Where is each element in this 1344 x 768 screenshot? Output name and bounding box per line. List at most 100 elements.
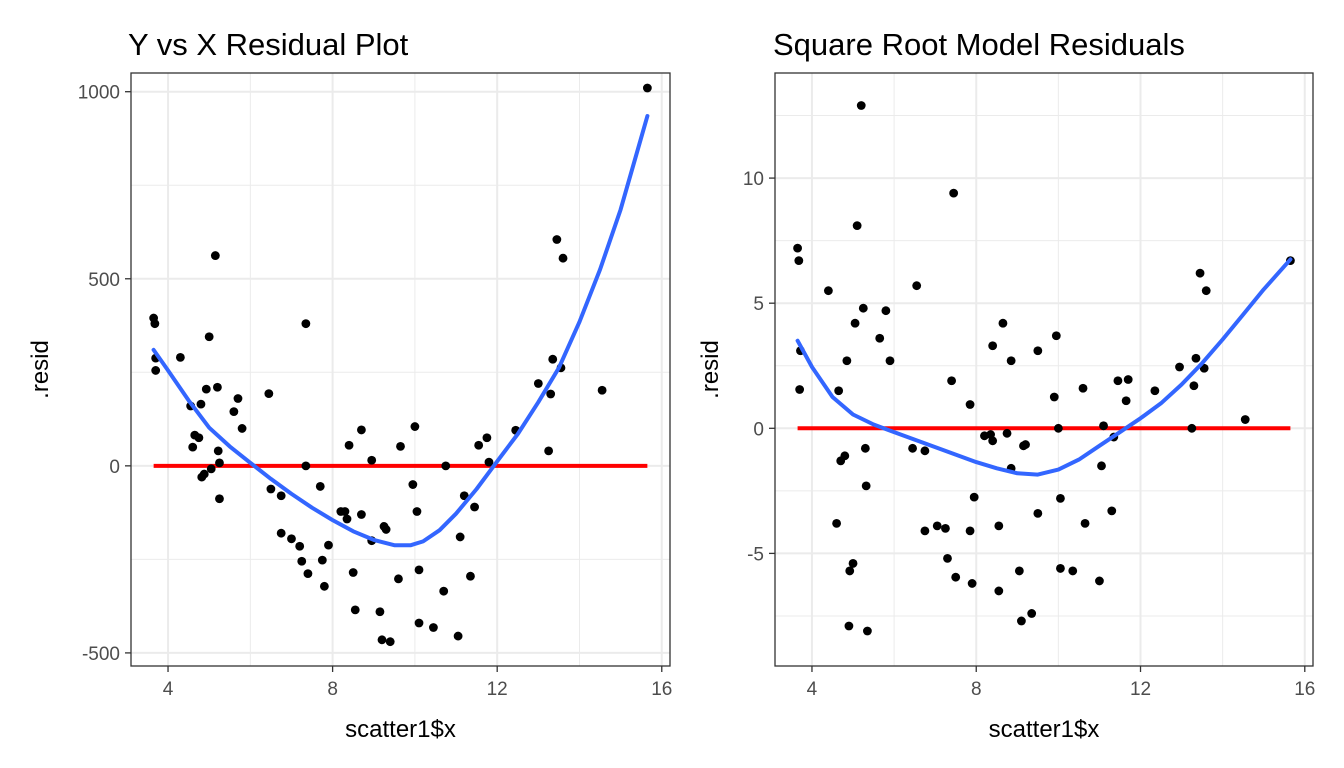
data-point (885, 356, 895, 366)
data-point (410, 422, 420, 431)
x-axis-title: scatter1$x (989, 716, 1100, 743)
x-tick-label: 8 (327, 679, 338, 700)
data-point (881, 306, 891, 316)
data-point (414, 565, 424, 575)
data-point (1175, 362, 1184, 372)
data-point (1021, 440, 1030, 449)
data-point (210, 251, 220, 260)
data-point (969, 492, 979, 502)
data-point (544, 446, 554, 456)
data-point (367, 455, 377, 465)
data-point (215, 458, 224, 468)
data-point (552, 235, 562, 244)
data-point (988, 341, 998, 351)
data-point (994, 586, 1004, 596)
x-tick-label: 16 (1294, 679, 1315, 700)
data-point (194, 433, 204, 443)
data-point (834, 386, 844, 396)
data-point (408, 480, 418, 489)
data-point (319, 581, 329, 591)
x-tick-label: 12 (487, 679, 508, 700)
data-point (264, 389, 274, 399)
data-point (546, 389, 556, 399)
data-point (920, 526, 930, 536)
panel-border (130, 72, 671, 667)
data-point (1201, 286, 1211, 296)
data-point (213, 382, 222, 392)
data-point (1056, 493, 1065, 503)
data-point (375, 607, 385, 617)
data-point (196, 399, 206, 409)
data-point (459, 491, 469, 501)
data-point (287, 534, 296, 544)
data-point (297, 556, 307, 566)
data-point (1123, 375, 1133, 384)
data-point (470, 502, 479, 512)
data-point (455, 532, 465, 542)
data-point (204, 332, 214, 342)
data-point (484, 457, 494, 467)
data-point (1240, 415, 1250, 424)
y-tick-label: 1000 (78, 83, 120, 104)
data-point (439, 586, 449, 596)
data-point (412, 507, 422, 516)
data-point (965, 400, 975, 409)
data-point (1107, 506, 1117, 516)
data-point (1121, 396, 1131, 406)
data-point (1033, 346, 1043, 356)
data-point (215, 494, 224, 504)
data-point (852, 221, 862, 231)
data-point (233, 394, 243, 403)
data-point (340, 507, 350, 516)
data-point (860, 443, 870, 453)
data-point (861, 481, 871, 491)
y-tick-label: 500 (88, 270, 120, 291)
data-point (237, 424, 247, 433)
panel-border (774, 72, 1314, 667)
data-point (206, 464, 216, 474)
data-point (548, 354, 558, 364)
data-point (794, 256, 804, 266)
data-point (967, 579, 977, 588)
x-tick-label: 4 (163, 679, 174, 700)
data-point (965, 526, 975, 536)
panel-title: Y vs X Residual Plot (128, 27, 409, 62)
data-point (350, 605, 360, 615)
data-point (941, 523, 950, 533)
data-point (301, 319, 311, 329)
data-point (912, 281, 922, 291)
data-point (474, 440, 484, 450)
data-point (1113, 376, 1123, 386)
data-point (1051, 331, 1061, 341)
data-point (315, 482, 325, 491)
data-point (453, 631, 463, 641)
data-point (377, 635, 387, 645)
data-point (1006, 356, 1016, 366)
data-point (317, 555, 327, 565)
data-point (295, 541, 305, 551)
data-point (1049, 392, 1059, 402)
data-point (1097, 461, 1106, 471)
data-point (1068, 566, 1078, 576)
data-point (441, 461, 451, 471)
x-tick-label: 12 (1130, 679, 1151, 700)
y-tick-label: 0 (753, 419, 764, 440)
x-tick-label: 16 (651, 679, 672, 700)
y-axis-title: .resid (697, 340, 724, 399)
data-point (1002, 428, 1012, 438)
x-tick-label: 8 (971, 679, 982, 700)
data-point (1150, 386, 1160, 396)
data-point (840, 451, 850, 461)
data-point (1191, 353, 1201, 363)
data-point (844, 621, 854, 631)
data-point (943, 554, 952, 563)
data-point (276, 491, 286, 501)
data-point (482, 433, 492, 443)
data-point (381, 525, 391, 534)
data-point (1187, 423, 1197, 433)
y-tick-label: -500 (82, 644, 120, 665)
data-point (1033, 508, 1043, 518)
data-point (229, 407, 239, 416)
data-point (994, 521, 1004, 531)
